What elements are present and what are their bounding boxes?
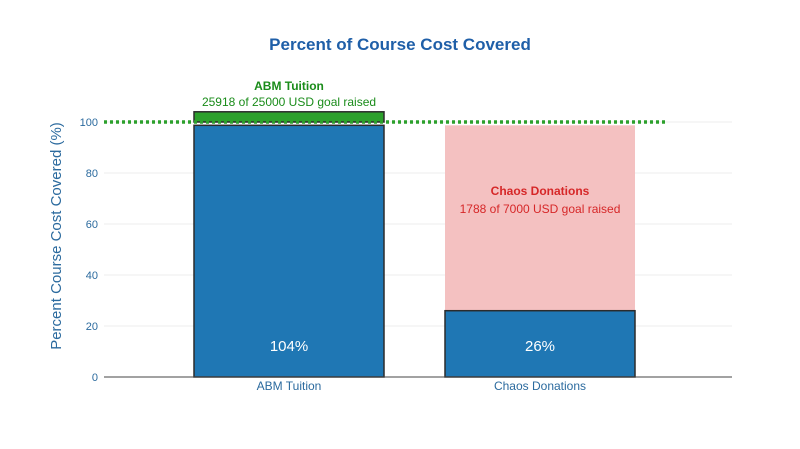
- overflow-bar: [193, 111, 385, 123]
- y-axis-label: Percent Course Cost Covered (%): [48, 122, 65, 350]
- remaining-bar: [445, 125, 635, 311]
- axes: 0 20 40 60 80 100 ABM Tuition Chaos Donations: [80, 117, 732, 393]
- x-tick-label: Chaos Donations: [494, 379, 586, 393]
- bar-value-label: 104%: [270, 338, 308, 355]
- y-tick-label: 100: [80, 117, 98, 129]
- y-tick-label: 20: [86, 321, 98, 333]
- y-tick-label: 40: [86, 270, 98, 282]
- annotation-text: 25918 of 25000 USD goal raised: [202, 95, 376, 109]
- y-tick-label: 80: [86, 168, 98, 180]
- bar-value-label: 26%: [525, 338, 555, 355]
- y-tick-label: 0: [92, 372, 98, 384]
- bars: [193, 111, 636, 378]
- annotation-text: 1788 of 7000 USD goal raised: [460, 202, 621, 216]
- y-tick-label: 60: [86, 219, 98, 231]
- labels: 104% 26% ABM Tuition 25918 of 25000 USD goa…: [202, 79, 620, 355]
- annotation-title: Chaos Donations: [491, 184, 590, 198]
- bar: [193, 124, 385, 378]
- annotation-title: ABM Tuition: [254, 79, 324, 93]
- x-tick-label: ABM Tuition: [257, 379, 322, 393]
- chart-title: Percent of Course Cost Covered: [269, 35, 531, 54]
